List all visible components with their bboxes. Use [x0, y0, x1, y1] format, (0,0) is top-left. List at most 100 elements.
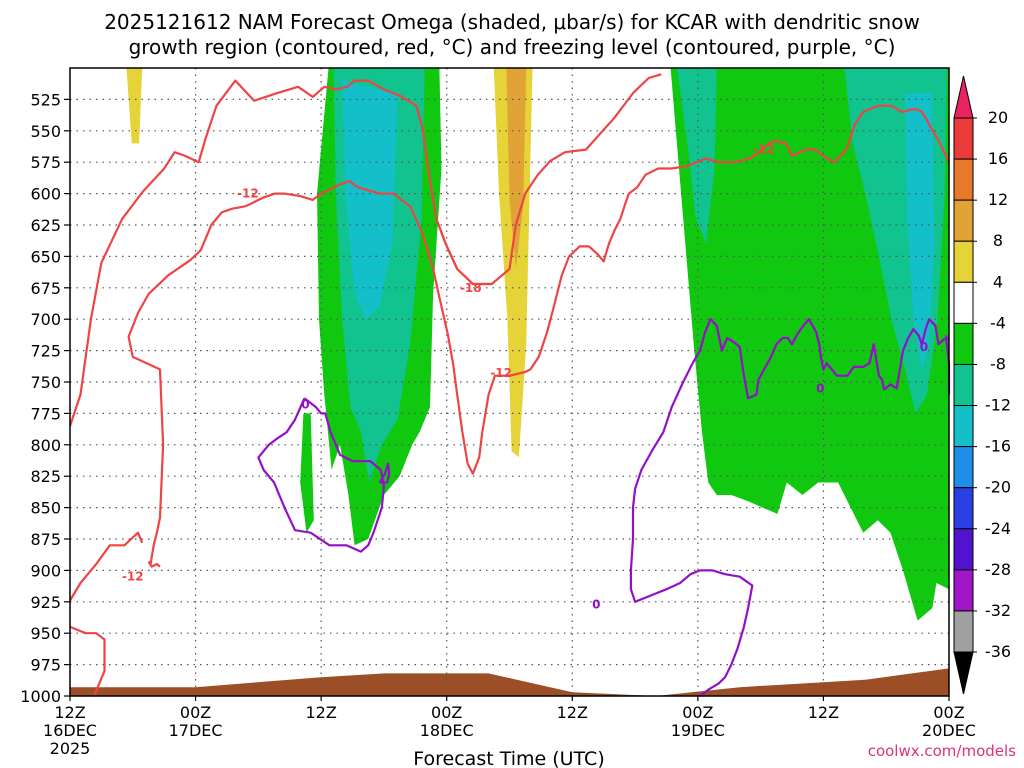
- colorbar-label-6: -8: [990, 354, 1006, 373]
- y-tick-label-950: 950: [30, 624, 61, 643]
- contour-label-2: -18: [460, 281, 482, 295]
- contour-label-5: 0: [301, 398, 309, 412]
- y-tick-label-700: 700: [30, 310, 61, 329]
- contour-dgz-left-hook: [69, 625, 106, 697]
- contour-dgz-inner-b: [147, 561, 161, 568]
- terrain-fill: [70, 668, 949, 696]
- x-tick-line: 12Z: [808, 703, 839, 722]
- contour-label-3: -12: [490, 366, 512, 380]
- omega-region-2: [506, 68, 527, 269]
- y-tick-label-675: 675: [30, 279, 61, 298]
- colorbar-label-2: 12: [988, 190, 1008, 209]
- contour-label-1: -12: [122, 570, 144, 584]
- colorbar-box-11: [953, 528, 974, 571]
- colorbar-label-1: 16: [988, 149, 1008, 168]
- y-tick-label-650: 650: [30, 247, 61, 266]
- contour-dgz-18: [435, 218, 492, 286]
- colorbar-label-3: 8: [993, 231, 1003, 250]
- x-tick-line: 2025: [50, 739, 91, 758]
- y-tick-label-525: 525: [30, 90, 61, 109]
- x-tick-label-36: 00Z 18DEC: [420, 703, 474, 740]
- contour-label-7: 0: [816, 381, 824, 395]
- omega-region-8: [676, 68, 717, 244]
- colorbar-box-1: [953, 117, 974, 160]
- colorbar-label-7: -12: [985, 396, 1011, 415]
- x-tick-label-48: 12Z: [557, 703, 588, 722]
- contour-freezing-a: [257, 397, 385, 553]
- colorbar-box-7: [953, 363, 974, 407]
- colorbar-box-8: [953, 405, 974, 448]
- x-tick-line: 12Z: [54, 703, 85, 722]
- x-tick-line: 17DEC: [169, 721, 223, 740]
- colorbar-label-4: 4: [993, 272, 1003, 291]
- colorbar-label-10: -24: [985, 519, 1011, 538]
- x-tick-label-0: 12Z 16DEC 2025: [43, 703, 97, 758]
- contour-label-8: 0: [920, 340, 928, 354]
- colorbar-box-12: [953, 569, 974, 612]
- x-tick-line: 00Z: [180, 703, 211, 722]
- x-tick-line: 00Z: [682, 703, 713, 722]
- y-tick-label-750: 750: [30, 373, 61, 392]
- x-tick-line: 00Z: [933, 703, 964, 722]
- colorbar-label-13: -36: [985, 642, 1011, 661]
- x-tick-label-60: 00Z 19DEC: [671, 703, 725, 740]
- y-tick-label-600: 600: [30, 185, 61, 204]
- x-tick-label-84: 00Z 20DEC: [922, 703, 976, 740]
- colorbar-label-8: -16: [985, 437, 1011, 456]
- gridlines: [70, 68, 949, 696]
- omega-region-10: [905, 93, 935, 370]
- x-tick-line: 20DEC: [922, 721, 976, 740]
- y-tick-label-900: 900: [30, 561, 61, 580]
- x-tick-line: 16DEC: [43, 721, 97, 740]
- y-tick-label-1000: 1000: [20, 687, 61, 706]
- y-tick-label-575: 575: [30, 153, 61, 172]
- x-tick-line: 18DEC: [420, 721, 474, 740]
- y-tick-label-875: 875: [30, 530, 61, 549]
- contour-labels: -12 -12 -18 -12 -12 0 0 0 0: [122, 143, 928, 612]
- colorbar-label-11: -28: [985, 560, 1011, 579]
- x-tick-line: 12Z: [557, 703, 588, 722]
- colorbar: 20 16 12 8 4 -4 -8 -12 -16 -20 -24 -28 -32 -36: [953, 75, 1011, 695]
- plot-area: [70, 68, 949, 696]
- colorbar-label-5: -4: [990, 313, 1006, 332]
- credit-link[interactable]: coolwx.com/models: [868, 742, 1016, 760]
- contour-freezing-a-b: [378, 462, 391, 484]
- contour-dgz-outer: [68, 73, 662, 427]
- x-axis-title: Forecast Time (UTC): [413, 748, 604, 768]
- y-tick-label-925: 925: [30, 593, 61, 612]
- omega-region-6: [342, 80, 398, 320]
- y-tick-label-825: 825: [30, 467, 61, 486]
- contour-lines: [68, 73, 951, 697]
- x-tick-label-24: 12Z: [305, 703, 336, 722]
- colorbar-label-0: 20: [988, 108, 1008, 127]
- colorbar-bottom-arrow: [953, 651, 974, 695]
- colorbar-box-6: [953, 322, 974, 365]
- x-tick-label-12: 00Z 17DEC: [169, 703, 223, 740]
- omega-region-0: [126, 68, 143, 144]
- chart-title-line-2: growth region (contoured, red, °C) and f…: [129, 35, 896, 59]
- omega-region-4: [300, 413, 314, 533]
- contour-label-6: 0: [592, 597, 600, 611]
- chart-title-line-1: 2025121612 NAM Forecast Omega (shaded, μ…: [104, 10, 920, 34]
- contour-freezing-b: [629, 318, 950, 697]
- colorbar-box-10: [953, 487, 974, 530]
- colorbar-box-3: [953, 199, 974, 242]
- colorbar-label-12: -32: [985, 601, 1011, 620]
- x-tick-label-72: 12Z: [808, 703, 839, 722]
- contour-label-0: -12: [237, 187, 259, 201]
- y-axis: 525 550 575 600 625 650 675 700 725 750 775 800 825 8…: [20, 90, 70, 706]
- x-tick-line: 12Z: [305, 703, 336, 722]
- colorbar-box-9: [953, 446, 974, 489]
- y-tick-label-800: 800: [30, 436, 61, 455]
- colorbar-box-2: [953, 158, 974, 201]
- colorbar-label-9: -20: [985, 478, 1011, 497]
- y-tick-label-550: 550: [30, 122, 61, 141]
- contour-dgz-inner: [69, 531, 144, 602]
- x-tick-line: 19DEC: [671, 721, 725, 740]
- y-tick-label-975: 975: [30, 656, 61, 675]
- x-tick-line: 00Z: [431, 703, 462, 722]
- colorbar-box-5: [953, 281, 974, 324]
- y-tick-label-850: 850: [30, 499, 61, 518]
